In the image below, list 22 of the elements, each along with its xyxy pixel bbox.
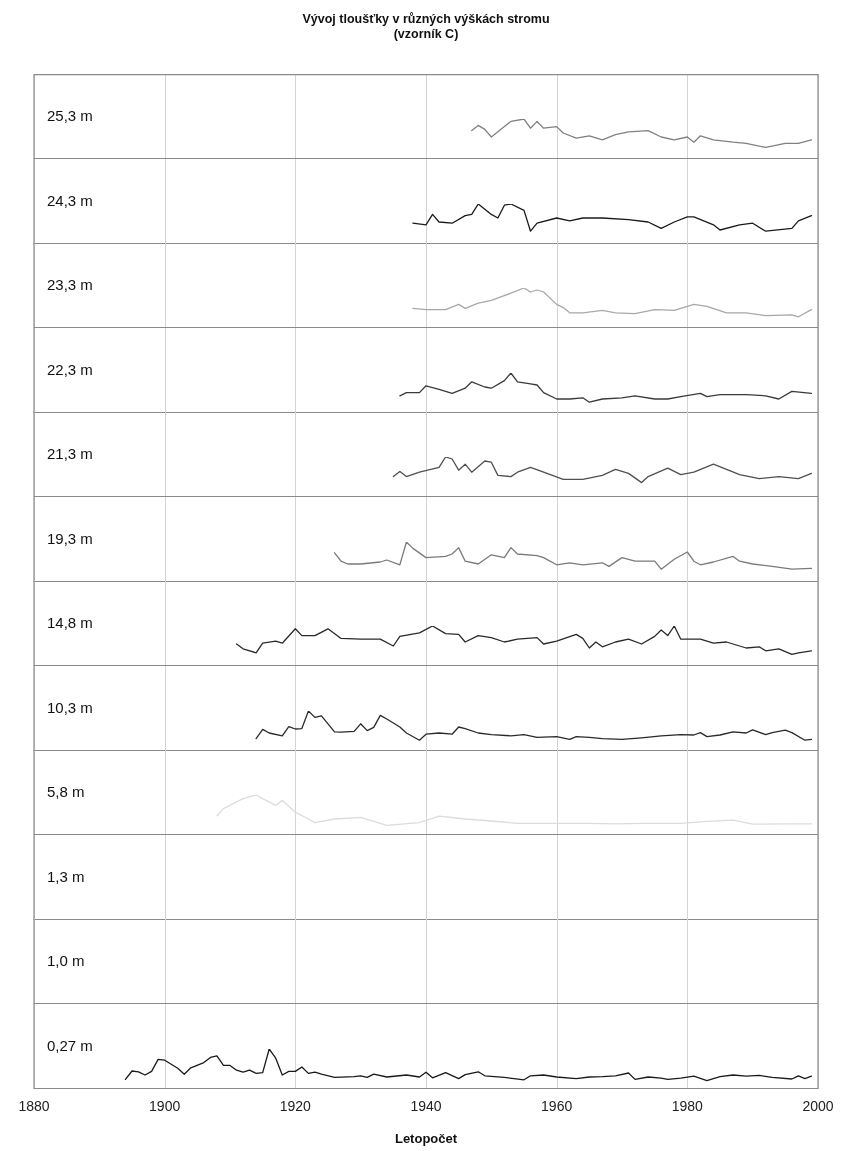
x-tick-label: 1940	[410, 1097, 442, 1114]
annotation: 14,8 m	[47, 614, 93, 631]
annotation: 25,3 m	[47, 107, 93, 124]
x-tick-label: 1960	[541, 1097, 573, 1114]
annotation: 22,3 m	[47, 360, 93, 378]
annotation: 24,3 m	[47, 191, 93, 209]
x-tick-label: 1920	[279, 1097, 312, 1114]
chart-title: Vývoj tloušťky v různých výškách stromu	[301, 12, 551, 26]
chart-subtitle: (vzorník C)	[392, 27, 460, 41]
x-axis-title: Letopočet	[394, 1130, 458, 1146]
text: 1,3 m	[47, 867, 85, 885]
annotation: 5,8 m	[47, 783, 85, 800]
x-tick-label: 2000	[802, 1097, 834, 1114]
annotation: 21,3 m	[47, 445, 93, 462]
x-tick-label: 1900	[149, 1097, 181, 1114]
annotation: 0,27 m	[47, 1036, 93, 1054]
x-tick-label: 1880	[18, 1097, 50, 1114]
annotation: 10,3 m	[47, 698, 93, 716]
text: 1,0 m	[47, 952, 85, 969]
x-tick-label: 1980	[671, 1097, 704, 1114]
annotation: 23,3 m	[47, 276, 93, 293]
annotation: 19,3 m	[47, 529, 93, 547]
